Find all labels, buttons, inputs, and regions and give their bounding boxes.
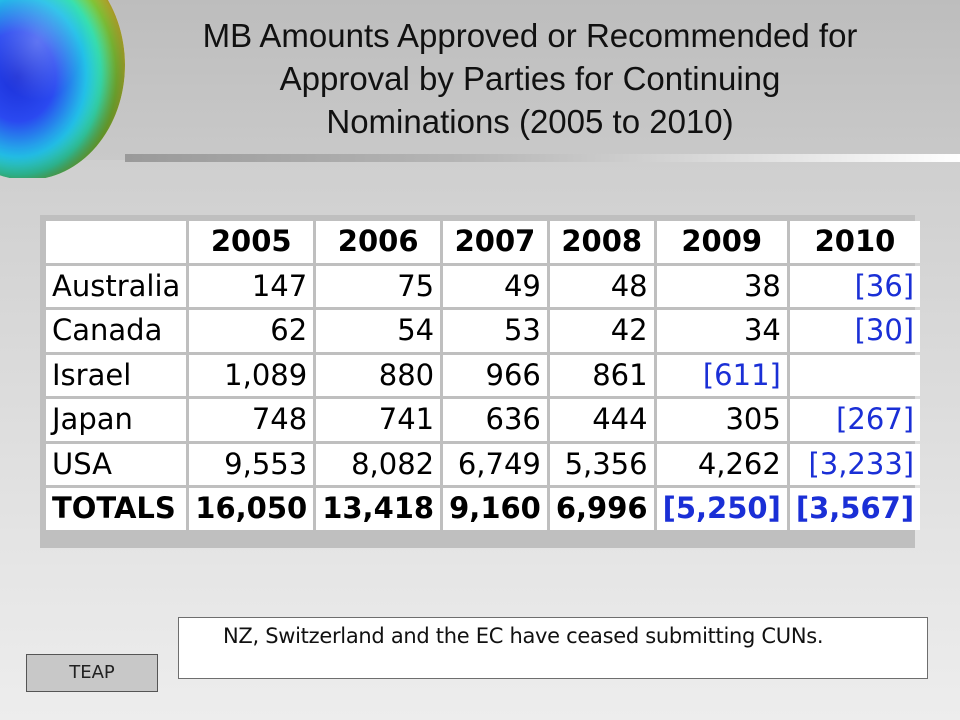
note-text: NZ, Switzerland and the EC have ceased s… xyxy=(223,624,824,648)
table-cell: 1,089 xyxy=(189,354,314,396)
globe-image-clip xyxy=(0,0,125,178)
row-label: Australia xyxy=(46,265,187,307)
table-header-row: 2005 2006 2007 2008 2009 2010 xyxy=(46,221,921,263)
table-cell-recommended: [36] xyxy=(789,265,921,307)
table-cell: 8,082 xyxy=(316,443,441,485)
header-year-2005: 2005 xyxy=(189,221,314,263)
table-cell: 6,749 xyxy=(443,443,547,485)
table-cell: 741 xyxy=(316,399,441,441)
table-cell: 38 xyxy=(656,265,787,307)
title-line-2: Approval by Parties for Continuing xyxy=(279,60,781,97)
table-cell: 9,553 xyxy=(189,443,314,485)
table-row-canada: Canada 62 54 53 42 34 [30] xyxy=(46,310,921,352)
table-cell: 13,418 xyxy=(316,488,441,530)
title-line-1: MB Amounts Approved or Recommended for xyxy=(202,17,858,54)
row-label: USA xyxy=(46,443,187,485)
slide-title: MB Amounts Approved or Recommended for A… xyxy=(130,14,930,143)
table-row-japan: Japan 748 741 636 444 305 [267] xyxy=(46,399,921,441)
header-year-2009: 2009 xyxy=(656,221,787,263)
table-row-usa: USA 9,553 8,082 6,749 5,356 4,262 [3,233… xyxy=(46,443,921,485)
table-cell: 48 xyxy=(549,265,654,307)
table-cell-recommended: [611] xyxy=(656,354,787,396)
table-cell: 16,050 xyxy=(189,488,314,530)
table-row-israel: Israel 1,089 880 966 861 [611] xyxy=(46,354,921,396)
table-cell: 49 xyxy=(443,265,547,307)
title-line-3: Nominations (2005 to 2010) xyxy=(326,103,734,140)
row-label: Canada xyxy=(46,310,187,352)
data-table-frame: 2005 2006 2007 2008 2009 2010 Australia … xyxy=(40,215,921,548)
table-cell: 748 xyxy=(189,399,314,441)
table-cell-empty xyxy=(789,354,921,396)
table-cell-recommended: [3,233] xyxy=(789,443,921,485)
table-cell: 34 xyxy=(656,310,787,352)
table-cell: 5,356 xyxy=(549,443,654,485)
ozone-globe-image xyxy=(0,0,125,178)
note-box: NZ, Switzerland and the EC have ceased s… xyxy=(178,617,928,679)
table-cell: 42 xyxy=(549,310,654,352)
table-cell: 305 xyxy=(656,399,787,441)
header-year-2008: 2008 xyxy=(549,221,654,263)
table-cell: 444 xyxy=(549,399,654,441)
table-cell: 53 xyxy=(443,310,547,352)
row-label: TOTALS xyxy=(46,488,187,530)
table-cell-recommended: [267] xyxy=(789,399,921,441)
table-cell-recommended: [30] xyxy=(789,310,921,352)
teap-label: TEAP xyxy=(26,654,158,692)
table-cell-recommended: [5,250] xyxy=(656,488,787,530)
table-cell: 880 xyxy=(316,354,441,396)
mb-amounts-table: 2005 2006 2007 2008 2009 2010 Australia … xyxy=(43,218,923,533)
table-cell: 75 xyxy=(316,265,441,307)
header-band xyxy=(0,0,960,160)
title-divider xyxy=(125,154,960,162)
table-cell-recommended: [3,567] xyxy=(789,488,921,530)
table-cell: 4,262 xyxy=(656,443,787,485)
table-row-totals: TOTALS 16,050 13,418 9,160 6,996 [5,250]… xyxy=(46,488,921,530)
table-row-australia: Australia 147 75 49 48 38 [36] xyxy=(46,265,921,307)
row-label: Japan xyxy=(46,399,187,441)
header-year-2007: 2007 xyxy=(443,221,547,263)
table-cell: 9,160 xyxy=(443,488,547,530)
table-cell: 62 xyxy=(189,310,314,352)
table-cell: 861 xyxy=(549,354,654,396)
table-cell: 54 xyxy=(316,310,441,352)
table-cell: 6,996 xyxy=(549,488,654,530)
header-year-2010: 2010 xyxy=(789,221,921,263)
header-year-2006: 2006 xyxy=(316,221,441,263)
row-label: Israel xyxy=(46,354,187,396)
table-cell: 636 xyxy=(443,399,547,441)
table-cell: 147 xyxy=(189,265,314,307)
header-corner-cell xyxy=(46,221,187,263)
table-cell: 966 xyxy=(443,354,547,396)
